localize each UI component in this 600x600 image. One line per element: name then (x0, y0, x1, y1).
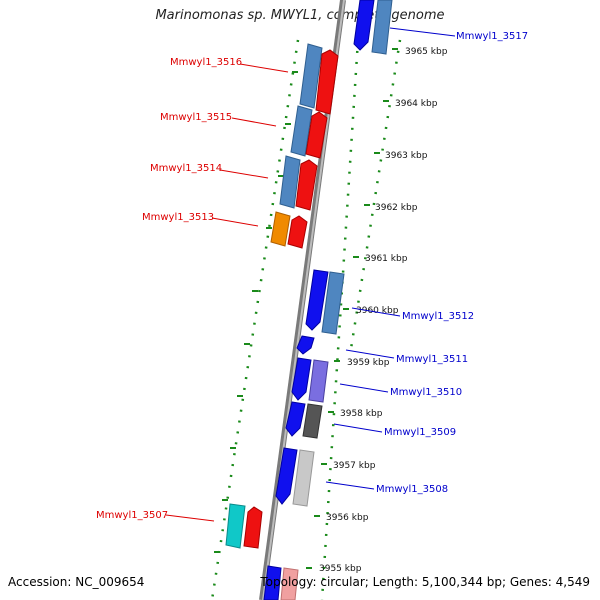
gene-3508-gray[interactable] (292, 449, 315, 507)
gene-3512-steel[interactable] (321, 271, 345, 335)
gene-label-left[interactable]: Mmwyl1_3507 (96, 510, 168, 521)
gene-label-right[interactable]: Mmwyl1_3511 (396, 354, 468, 365)
gene-3514-outer[interactable] (279, 155, 301, 209)
gene-label-left[interactable]: Mmwyl1_3514 (150, 163, 222, 174)
gene-3507-outer[interactable] (225, 503, 246, 549)
gene-3517-blue[interactable] (353, 0, 375, 51)
accession-label: Accession: NC_009654 (8, 575, 145, 589)
gene-label-left[interactable]: Mmwyl1_3516 (170, 57, 242, 68)
gene-bottom-blue[interactable] (263, 565, 282, 600)
leader-lines (165, 27, 456, 522)
gene-band-inner (243, 0, 393, 600)
gene-labels-left: Mmwyl1_3516 Mmwyl1_3515 Mmwyl1_3514 Mmwy… (96, 57, 242, 521)
gene-3510-blue[interactable] (291, 357, 312, 401)
gene-3516-outer[interactable] (299, 43, 323, 109)
gene-3516-inner[interactable] (315, 49, 339, 115)
gene-3512-blue[interactable] (305, 269, 329, 331)
tick-label: 3961 kbp (365, 254, 408, 264)
gene-label-right[interactable]: Mmwyl1_3512 (402, 311, 474, 322)
gene-3515-outer[interactable] (290, 105, 313, 157)
gene-3509-blue[interactable] (285, 401, 306, 437)
tick-label: 3955 kbp (319, 564, 362, 574)
gene-3507-inner[interactable] (243, 506, 263, 549)
gene-3511-blue[interactable] (296, 335, 315, 355)
genome-summary: Topology: circular; Length: 5,100,344 bp… (260, 575, 590, 589)
gene-label-right[interactable]: Mmwyl1_3510 (390, 387, 462, 398)
gene-band-left (225, 43, 323, 549)
gene-3513-inner[interactable] (287, 215, 308, 249)
tick-marks (214, 48, 398, 569)
tick-label: 3962 kbp (375, 203, 418, 213)
gene-3509-gray[interactable] (302, 403, 323, 439)
tick-labels: 3965 kbp 3964 kbp 3963 kbp 3962 kbp 3961… (319, 47, 448, 574)
gene-labels-right: Mmwyl1_3517 Mmwyl1_3512 Mmwyl1_3511 Mmwy… (376, 31, 528, 495)
gene-label-left[interactable]: Mmwyl1_3513 (142, 212, 214, 223)
gene-3510-purple[interactable] (308, 359, 329, 403)
guide-lines (210, 39, 402, 600)
gene-label-right[interactable]: Mmwyl1_3508 (376, 484, 448, 495)
tick-label: 3960 kbp (356, 306, 399, 316)
gene-3514-inner[interactable] (295, 159, 318, 211)
gene-3515-inner[interactable] (305, 111, 328, 159)
tick-label: 3956 kbp (326, 513, 369, 523)
gene-label-right[interactable]: Mmwyl1_3517 (456, 31, 528, 42)
gene-label-left[interactable]: Mmwyl1_3515 (160, 112, 232, 123)
tick-label: 3957 kbp (333, 461, 376, 471)
tick-label: 3964 kbp (395, 99, 438, 109)
tick-label: 3965 kbp (405, 47, 448, 57)
gene-bottom-pink[interactable] (280, 567, 299, 600)
gene-3517-steel[interactable] (371, 0, 393, 55)
tick-label: 3963 kbp (385, 151, 428, 161)
guide-line-right (348, 39, 402, 356)
tick-label: 3958 kbp (340, 409, 383, 419)
gene-3513-outer[interactable] (270, 211, 291, 247)
tick-label: 3959 kbp (347, 358, 390, 368)
gene-label-right[interactable]: Mmwyl1_3509 (384, 427, 456, 438)
gene-3508-blue[interactable] (275, 447, 298, 505)
